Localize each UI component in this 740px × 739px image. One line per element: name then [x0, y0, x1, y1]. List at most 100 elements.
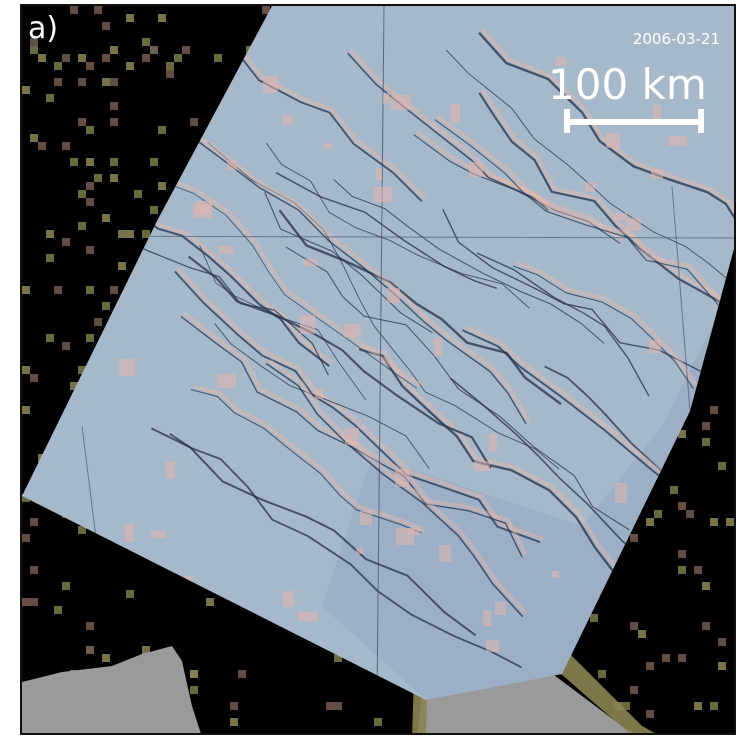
coastline-pixel	[46, 334, 54, 342]
highlight-patch	[283, 115, 292, 125]
highlight-patch	[344, 324, 361, 337]
highlight-patch	[615, 483, 627, 503]
highlight-patch	[97, 247, 117, 264]
lead-crack	[358, 348, 651, 598]
coastline-pixel	[22, 366, 30, 374]
coastline-pixel	[110, 158, 118, 166]
coastline-pixel	[150, 206, 158, 214]
coastline-pixel	[694, 566, 702, 574]
coastline-pixel	[238, 670, 246, 678]
coastline-pixel	[262, 6, 270, 14]
highlight-patch	[434, 337, 442, 356]
highlight-patch	[469, 162, 483, 177]
highlight-patch	[179, 33, 196, 48]
coastline-pixel	[62, 238, 70, 246]
highlight-patch	[613, 213, 627, 220]
coastline-pixel	[630, 686, 638, 694]
highlight-patch	[489, 434, 497, 452]
lead-highlight	[480, 28, 734, 338]
lead-crack	[512, 265, 694, 389]
coastline-pixel	[102, 214, 110, 222]
highlight-patch	[129, 564, 144, 579]
coastline-pixel	[94, 318, 102, 326]
highlight-patch	[439, 545, 451, 562]
coastline-pixel	[62, 342, 70, 350]
coastline-pixel	[718, 462, 726, 470]
coastline-pixel	[678, 654, 686, 662]
coastline-pixel	[598, 670, 606, 678]
coastline-pixel	[678, 502, 686, 510]
highlight-patch	[387, 288, 400, 303]
coastline-pixel	[70, 382, 78, 390]
coastline-pixel	[118, 230, 126, 238]
coastline-pixel	[190, 670, 198, 678]
coastline-pixel	[110, 118, 118, 126]
coastline-pixel	[30, 134, 38, 142]
coastline-pixel	[230, 702, 238, 710]
highlight-patch	[356, 548, 363, 554]
highlight-patch	[376, 168, 382, 180]
coastline-pixel	[110, 78, 118, 86]
coastline-pixel	[150, 46, 158, 54]
coastline-pixel	[678, 566, 686, 574]
highlight-patch	[119, 359, 135, 376]
coastline-pixel	[86, 334, 94, 342]
highlight-patch	[395, 469, 409, 487]
coastline-pixel	[334, 702, 342, 710]
coastline-pixel	[46, 254, 54, 262]
coastline-pixel	[326, 702, 334, 710]
highlight-patch	[649, 340, 661, 353]
coastline-pixel	[734, 526, 736, 534]
lead-highlight	[176, 267, 544, 541]
coastline-pixel	[46, 94, 54, 102]
coastline-pixel	[702, 582, 710, 590]
highlight-patch	[324, 143, 332, 149]
coastline-pixel	[230, 718, 238, 726]
highlight-patch	[495, 602, 506, 615]
coastline-pixel	[158, 126, 166, 134]
coastline-pixel	[54, 62, 62, 70]
highlight-patch	[391, 95, 410, 110]
coastline-pixel	[734, 646, 736, 654]
coastline-pixel	[78, 526, 86, 534]
coastline-pixel	[86, 126, 94, 134]
coastline-pixel	[166, 70, 174, 78]
coastline-pixel	[110, 174, 118, 182]
highlight-patch	[148, 590, 160, 603]
lead-crack	[442, 209, 705, 374]
lead-crack	[207, 142, 560, 470]
lead-highlight	[515, 261, 698, 387]
highlight-patch	[298, 612, 318, 621]
coastline-pixel	[622, 702, 630, 710]
lead-highlight	[480, 88, 734, 309]
coastline-pixel	[54, 606, 62, 614]
coastline-pixel	[62, 142, 70, 150]
highlight-patch	[315, 389, 323, 399]
lead-crack	[174, 270, 541, 543]
lead-crack	[150, 427, 477, 637]
highlight-patch	[217, 374, 236, 388]
coastline-pixel	[678, 550, 686, 558]
highlight-patch	[451, 104, 460, 123]
highlight-patch	[599, 628, 607, 645]
coastline-pixel	[150, 158, 158, 166]
coastline-pixel	[206, 598, 214, 606]
lead-crack	[214, 323, 430, 469]
coastline-pixel	[86, 158, 94, 166]
highlight-patch	[227, 160, 237, 170]
lead-crack	[478, 31, 734, 341]
highlight-patch	[626, 218, 641, 231]
coastline-pixel	[670, 486, 678, 494]
coastline-pixel	[30, 518, 38, 526]
coastline-pixel	[30, 46, 38, 54]
coastline-pixel	[174, 54, 182, 62]
lead-crack	[275, 172, 497, 290]
highlight-patch	[483, 610, 491, 626]
coastline-pixel	[158, 182, 166, 190]
coastline-pixel	[102, 54, 110, 62]
lead-crack	[148, 115, 527, 425]
highlight-patch	[360, 511, 372, 525]
panel-label: a)	[28, 11, 59, 46]
coastline-pixel	[78, 222, 86, 230]
highlight-patch	[651, 169, 663, 179]
